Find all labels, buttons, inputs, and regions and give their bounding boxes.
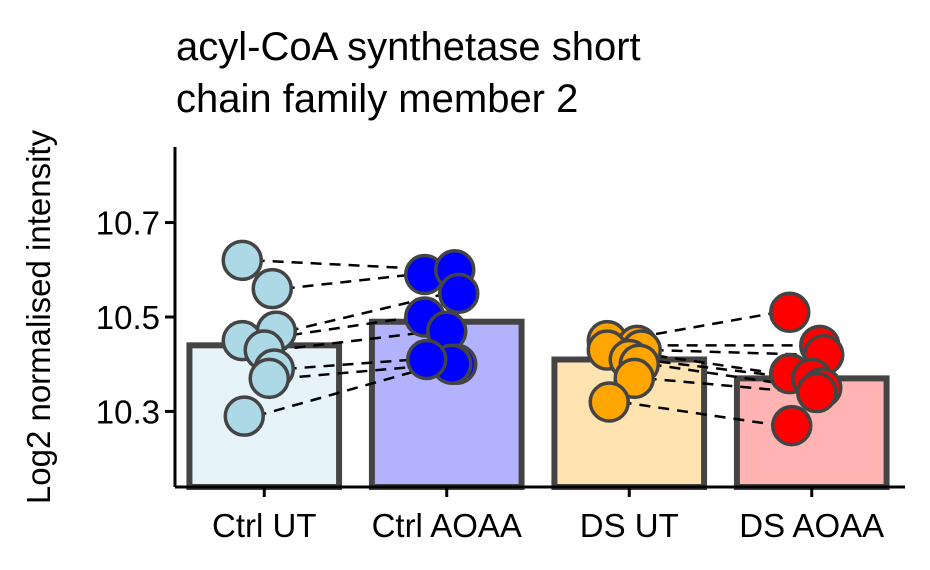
pair-line <box>255 363 441 418</box>
data-point-ds-ut <box>588 381 630 423</box>
x-tick-label: DS UT <box>580 507 679 544</box>
x-tick-label: Ctrl UT <box>212 507 316 544</box>
chart-title: acyl-CoA synthetase short chain family m… <box>176 25 641 121</box>
chart-title-line-2: chain family member 2 <box>176 77 578 121</box>
data-point-ds-aoaa <box>769 291 811 334</box>
y-axis-ticks: 10.3 10.5 10.7 <box>96 205 175 430</box>
data-point-ctrl-ut <box>221 239 263 282</box>
data-points <box>221 239 845 447</box>
y-tick-label: 10.5 <box>96 299 160 336</box>
data-point-ds-ut <box>613 357 655 400</box>
data-point-ctrl-aoaa <box>438 272 480 315</box>
data-point-ctrl-ut <box>251 267 293 310</box>
y-tick-label: 10.7 <box>96 205 160 242</box>
x-tick-label: DS AOAA <box>739 507 884 544</box>
pair-line <box>275 329 436 352</box>
x-tick-label: Ctrl AOAA <box>372 507 522 544</box>
pair-line <box>285 358 416 371</box>
y-axis-title: Log2 normalised intensity <box>20 129 57 504</box>
y-tick-label: 10.3 <box>96 393 160 430</box>
data-point-ctrl-aoaa <box>406 338 448 381</box>
data-point-ctrl-ut <box>248 357 290 400</box>
chart-title-line-1: acyl-CoA synthetase short <box>176 25 641 69</box>
bar-ds-aoaa <box>733 375 890 490</box>
pair-line <box>620 400 781 427</box>
data-point-ctrl-ut <box>223 395 265 437</box>
x-axis-ticks: Ctrl UT Ctrl AOAA DS UT DS AOAA <box>212 487 884 544</box>
pair-line <box>283 273 414 290</box>
data-point-ds-aoaa <box>771 404 813 447</box>
data-point-ds-aoaa <box>796 371 838 414</box>
